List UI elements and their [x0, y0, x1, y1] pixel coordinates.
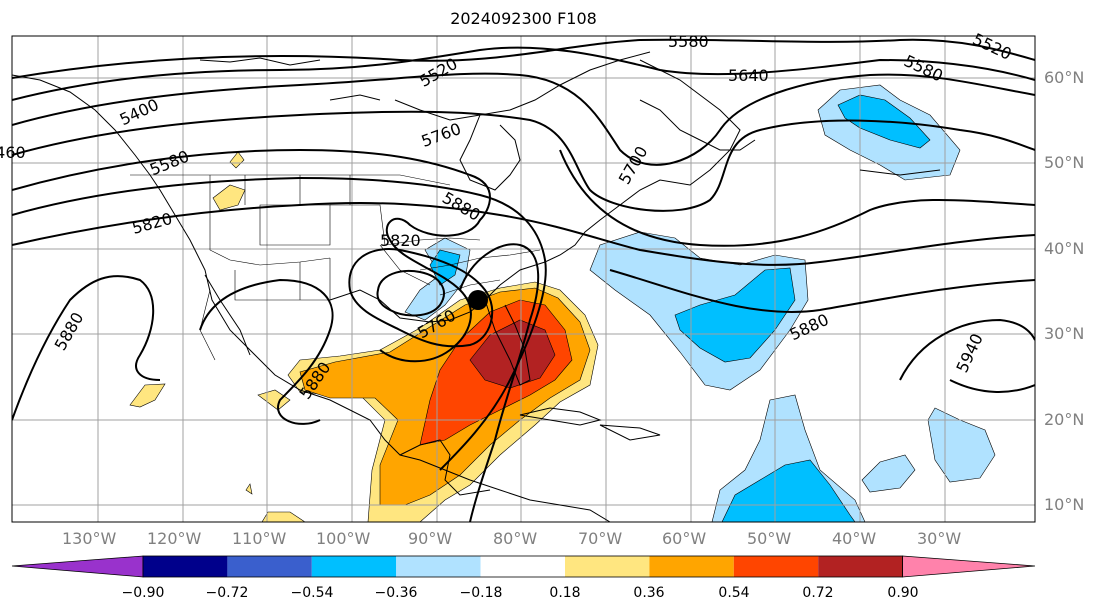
lon-label: 80°W	[493, 529, 538, 548]
map-frame	[11, 35, 1036, 523]
lon-label: 40°W	[832, 529, 877, 548]
colorbar-tick-label: −0.18	[459, 585, 503, 601]
coastlines	[12, 51, 941, 522]
colorbar-tick-label: −0.72	[205, 585, 249, 601]
lat-label: 40°N	[1044, 239, 1085, 258]
lat-label: 20°N	[1044, 410, 1085, 429]
positive-small-baja	[129, 383, 166, 408]
lat-label: 10°N	[1044, 495, 1085, 514]
contour-label: 5820	[380, 231, 421, 250]
positive-small-gulf	[257, 389, 291, 411]
lat-label: 50°N	[1044, 153, 1085, 172]
lon-label: 90°W	[408, 529, 453, 548]
contour-label: 5580	[147, 146, 192, 179]
colorbar-tick-label: 0.54	[718, 585, 750, 601]
colorbar-bin	[396, 556, 481, 577]
colorbar-tick-label: 0.36	[633, 585, 665, 601]
colorbar	[11, 555, 1036, 578]
contour-label: 5760	[419, 119, 464, 151]
lon-label: 100°W	[316, 529, 371, 548]
positive-small-canada	[229, 151, 245, 169]
colorbar-tick-label: 0.90	[887, 585, 919, 601]
map-content	[12, 36, 1035, 522]
negative-light-east	[927, 407, 996, 483]
colorbar-bin	[818, 556, 903, 577]
positive-small-pacific	[245, 483, 253, 495]
height-contours	[12, 38, 1035, 522]
anomaly-shading	[129, 151, 599, 522]
contour-label: 5580	[901, 51, 946, 85]
positive-darkred-region	[469, 319, 556, 389]
colorbar-tick-label: 0.72	[802, 585, 834, 601]
colorbar-bin	[227, 556, 312, 577]
negative-shading	[404, 84, 996, 522]
contour-label: 5820	[130, 209, 174, 238]
lat-label: 30°N	[1044, 324, 1085, 343]
colorbar-extend-high	[902, 555, 1036, 578]
contour-label: 5580	[668, 32, 709, 51]
negative-light-small	[861, 454, 916, 493]
negative-blue-tropic	[721, 459, 856, 522]
contour-label: 5640	[728, 66, 769, 85]
colorbar-outline	[142, 555, 903, 578]
colorbar-bin	[480, 556, 565, 577]
contour-label: 5940	[952, 331, 986, 376]
lon-label: 130°W	[62, 529, 117, 548]
colorbar-extend-low	[11, 555, 144, 578]
colorbar-bin	[649, 556, 734, 577]
lon-label: 110°W	[232, 529, 287, 548]
lon-label: 30°W	[917, 529, 962, 548]
lat-label: 60°N	[1044, 68, 1085, 87]
colorbar-bin	[733, 556, 819, 577]
map-title: 2024092300 F108	[450, 9, 597, 28]
colorbar-tick-label: −0.54	[290, 585, 334, 601]
storm-center-dot	[468, 290, 488, 310]
colorbar-tick-label: 0.18	[549, 585, 581, 601]
positive-small-west	[212, 184, 246, 211]
colorbar-bin	[311, 556, 397, 577]
negative-blue-atlantic	[674, 267, 796, 363]
colorbar-tick-label: −0.90	[121, 585, 165, 601]
lon-label: 70°W	[578, 529, 623, 548]
lon-label: 50°W	[747, 529, 792, 548]
contour-label: 5880	[51, 309, 88, 354]
positive-small-south	[261, 511, 306, 522]
colorbar-bin	[565, 556, 650, 577]
lat-lon-grid	[12, 36, 1035, 522]
contour-label: 5460	[0, 143, 26, 162]
colorbar-bin	[143, 556, 228, 577]
lon-label: 120°W	[147, 529, 202, 548]
contour-label: 5520	[970, 29, 1015, 63]
colorbar-tick-label: −0.36	[374, 585, 418, 601]
lon-label: 60°W	[662, 529, 707, 548]
